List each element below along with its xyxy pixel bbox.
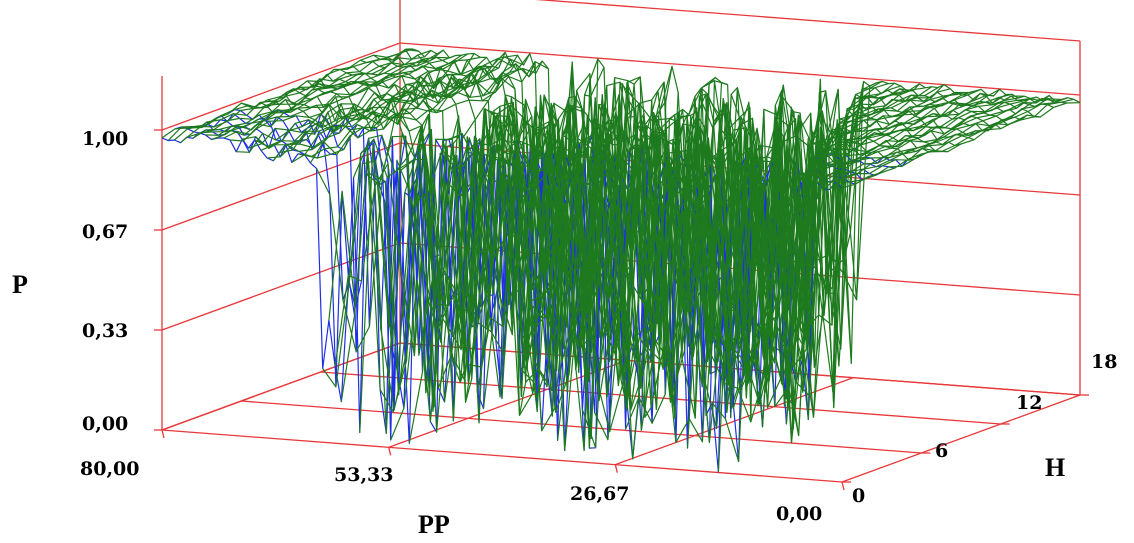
surface-column-line (680, 83, 920, 418)
axis-labels: 0,00 0,33 0,67 1,00 80,00 53,33 26,67 0,… (12, 128, 1117, 539)
surface-column-line (587, 112, 828, 431)
surface-column-line (662, 85, 901, 443)
z-tick-label: 18 (1091, 351, 1117, 373)
surface-column-line (754, 92, 994, 421)
surface-column-line (625, 81, 865, 430)
y-tick-label: 0,67 (82, 221, 128, 243)
frame-edge (535, 0, 1081, 42)
surface-column-line (229, 53, 469, 142)
surface-column-line (236, 53, 475, 153)
surface-column-line (761, 88, 1000, 408)
surface-mesh (161, 48, 1081, 473)
surface-column-line (798, 96, 1037, 181)
surface-column-line (304, 60, 543, 159)
surface-column-line (371, 94, 611, 396)
surface-column-line (544, 84, 784, 408)
surface-column-line (223, 54, 463, 139)
x-tick-label: 26,67 (570, 483, 630, 505)
surface-column-line (804, 98, 1043, 188)
surface-column-line (174, 48, 413, 141)
frame-gridline (161, 42, 401, 131)
x-tick-mark (841, 481, 845, 491)
surface-column-line (217, 54, 456, 139)
surface-column-line (519, 93, 760, 412)
surface-column-line (297, 68, 537, 158)
surface-column-line (396, 97, 636, 433)
z-tick-label: 12 (1016, 392, 1042, 414)
y-tick-label: 0,00 (82, 413, 128, 435)
z-axis-title: H (1045, 453, 1065, 482)
frame-gridline (161, 429, 843, 483)
x-tick-mark (614, 464, 618, 473)
z-tick-label: 0 (852, 485, 865, 507)
frame-gridline (399, 42, 1081, 96)
z-tick-label: 6 (935, 440, 948, 462)
surface-column-line (699, 87, 939, 405)
x-tick-mark (161, 429, 165, 439)
frame-gridline (841, 394, 1081, 483)
frame-gridline (161, 342, 401, 431)
surface-column-line (693, 86, 932, 409)
surface-column-line (439, 92, 679, 422)
surface-column-line (711, 88, 951, 462)
x-tick-label: 53,33 (334, 464, 394, 486)
surface-column-line (260, 67, 500, 151)
x-tick-mark (388, 447, 392, 456)
surface-column-line (285, 58, 524, 152)
surface-column-line (767, 94, 1007, 224)
surface-column-line (446, 90, 685, 391)
surface-column-line (829, 97, 1068, 190)
surface-column-line (730, 91, 969, 418)
y-axis-title: P (12, 270, 28, 299)
x-tick-label: 0,00 (776, 503, 822, 525)
surface-column-line (272, 57, 512, 162)
surface-column-line (674, 88, 914, 409)
surface-column-line (723, 92, 963, 349)
surface-column-line (383, 83, 624, 374)
frame-gridline (161, 242, 401, 331)
surface-column-line (340, 101, 580, 411)
surface-column-line (575, 129, 815, 449)
surface-column-line (309, 61, 549, 164)
x-tick-label: 80,00 (80, 458, 140, 480)
surface-column-line (841, 102, 1081, 189)
surface-column-line (377, 73, 617, 403)
surface-column-line (618, 106, 859, 460)
surface-column-line (291, 53, 531, 163)
surface-column-line (668, 90, 908, 411)
y-tick-label: 0,33 (82, 320, 128, 342)
surface-column-line (513, 95, 753, 399)
y-tick-label: 1,00 (82, 128, 128, 150)
surface-column-line (717, 93, 957, 473)
surface-column-line (637, 82, 877, 335)
x-axis-title: PP (418, 510, 450, 539)
surface-column-line (823, 98, 1062, 191)
surface-column-line (180, 48, 419, 144)
surface-column-line (748, 94, 988, 428)
frame-gridline (320, 371, 1001, 425)
surface-column-line (205, 49, 444, 136)
surface-column-line (835, 98, 1074, 183)
surface-column-line (421, 81, 661, 360)
surface-column-line (538, 87, 778, 418)
surface-column-line (248, 56, 487, 149)
surface-column-line (773, 93, 1013, 312)
surface-column-line (199, 53, 438, 134)
surface-column-line (581, 79, 821, 449)
frame-gridline (399, 342, 1081, 396)
surface-column-line (167, 48, 407, 142)
